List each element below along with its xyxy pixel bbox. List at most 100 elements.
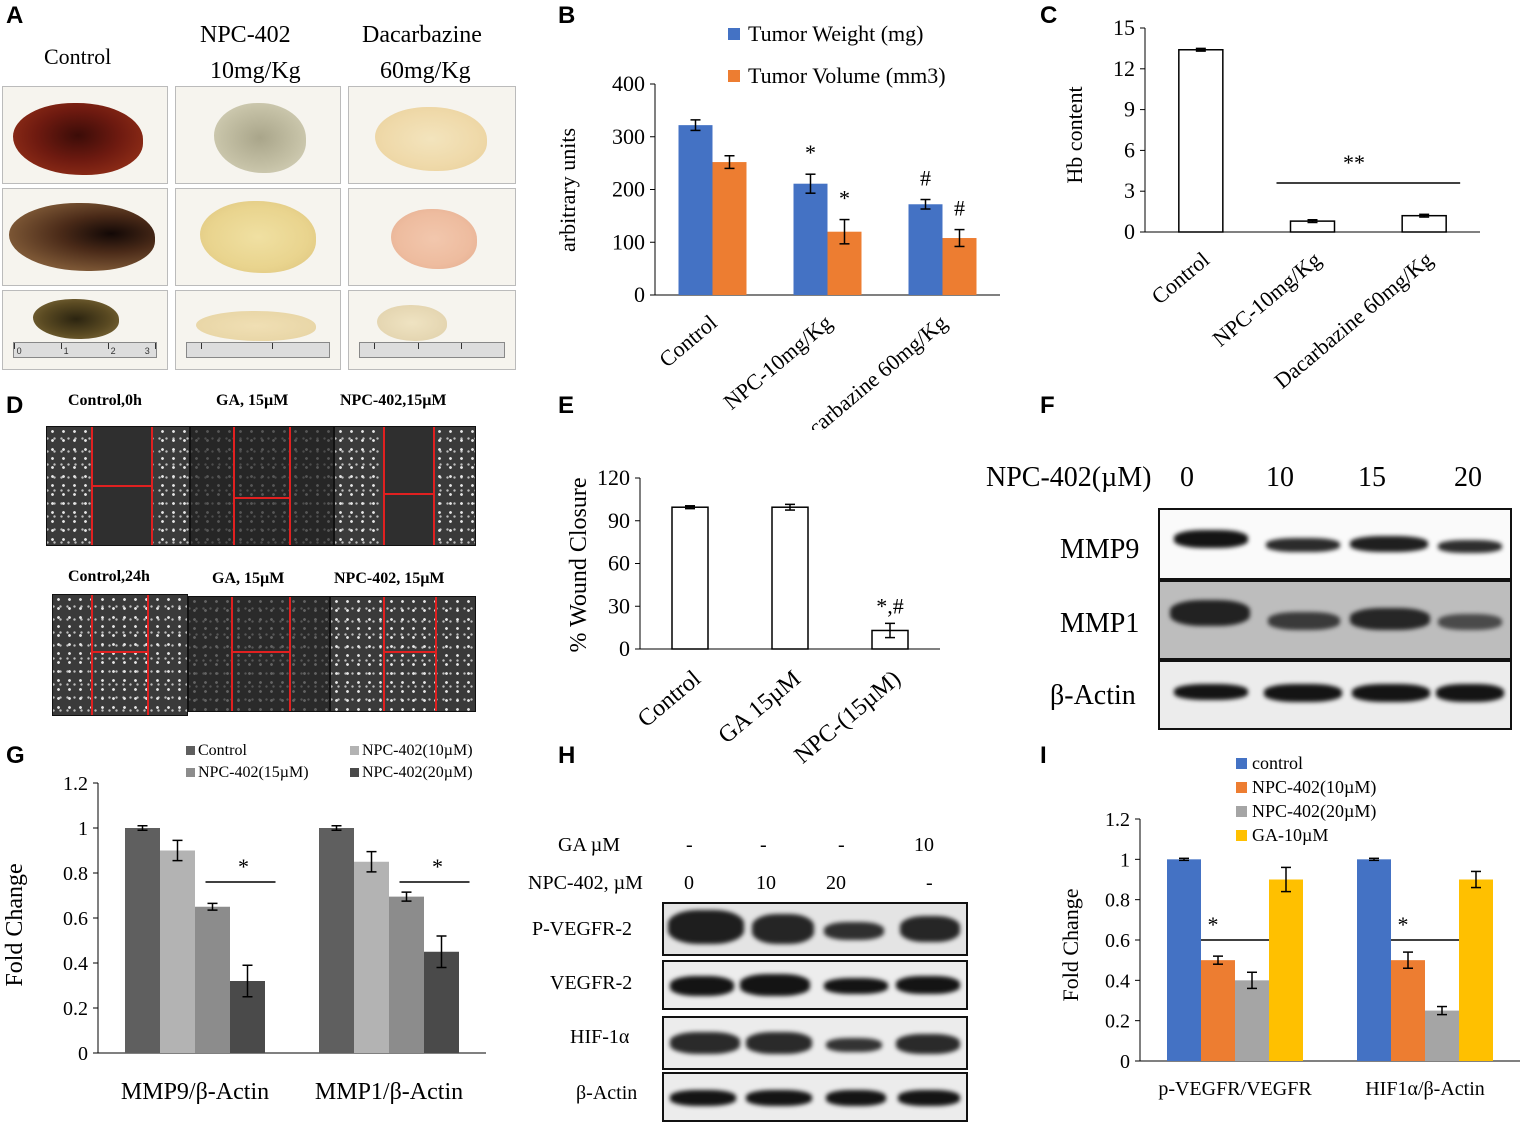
legend-swatch: [1236, 830, 1247, 841]
blot-h-row-vegfr: VEGFR-2: [550, 972, 633, 994]
y-tick-label: 0: [78, 1043, 88, 1065]
x-tick-label: NPC-(15µM): [790, 666, 906, 769]
legend-swatch: [350, 746, 359, 755]
bar: [1357, 859, 1391, 1061]
y-tick-label: 0.8: [63, 863, 88, 885]
legend-label: control: [1252, 753, 1303, 773]
bar: [1391, 960, 1425, 1061]
blot-f-actin: [1158, 660, 1512, 730]
blot-f-header: NPC-402(µM): [986, 462, 1152, 493]
legend-swatch: [350, 768, 359, 777]
significance-marker: *: [839, 186, 850, 211]
legend-swatch: [186, 768, 195, 777]
wound-label-npc-0h: NPC-402,15µM: [340, 392, 447, 409]
blot-h-row-actin: β-Actin: [576, 1082, 638, 1104]
bar: [1459, 879, 1493, 1061]
y-tick-label: 1: [1120, 849, 1130, 871]
panel-letter-b: B: [558, 2, 576, 29]
y-tick-label: 0.2: [63, 998, 88, 1020]
significance-marker: **: [1343, 150, 1365, 175]
blot-f-mmp1: [1158, 580, 1512, 660]
tumor-photo-dacarbazine-2: [348, 188, 516, 286]
ruler-tick-label: 2: [110, 346, 116, 357]
wound-image-npc-24h: [330, 596, 476, 712]
panel-a-col-header-control: Control: [44, 44, 112, 69]
x-tick-label: Control: [1146, 247, 1214, 309]
legend-swatch: [1236, 758, 1247, 769]
ruler: 0 1 2 3: [12, 342, 158, 359]
significance-marker: *: [1398, 912, 1409, 937]
panel-letter-a: A: [6, 2, 24, 29]
blot-f-dose-0: 0: [1180, 462, 1194, 493]
y-tick-label: 30: [608, 593, 630, 618]
panel-letter-f: F: [1040, 392, 1055, 419]
blot-h-row-hif: HIF-1α: [570, 1026, 630, 1048]
ruler-tick-label: 1: [63, 346, 69, 357]
legend-label: NPC-402(15µM): [198, 764, 309, 781]
blot-h-ga-label: GA µM: [558, 834, 621, 856]
blot-f-dose-15: 15: [1358, 462, 1386, 493]
panel-letter-g: G: [6, 742, 25, 769]
y-tick-label: 0: [1120, 1051, 1130, 1073]
legend-swatch: [728, 70, 740, 82]
tumor-photo-npc-2: [175, 188, 341, 286]
y-tick-label: 0.4: [63, 953, 88, 975]
bar: [1178, 49, 1224, 233]
y-tick-label: 1: [78, 818, 88, 840]
bar: [1235, 980, 1269, 1061]
y-axis-label: Hb content: [1062, 86, 1087, 183]
bar: [319, 828, 354, 1053]
panel-letter-i: I: [1040, 742, 1047, 769]
wound-label-npc-24h: NPC-402, 15µM: [334, 570, 445, 587]
blot-h-ga-value: -: [838, 834, 845, 856]
y-tick-label: 0.6: [1105, 930, 1130, 952]
blot-h-actin: [662, 1072, 968, 1122]
x-tick-label: MMP9/β-Actin: [121, 1079, 269, 1105]
bar: [1167, 859, 1201, 1061]
y-tick-label: 300: [612, 124, 645, 149]
bar: [354, 861, 389, 1053]
significance-marker: *: [1208, 912, 1219, 937]
y-tick-label: 100: [612, 229, 645, 254]
panel-letter-e: E: [558, 392, 575, 419]
bar: [424, 951, 459, 1053]
blot-h-hif: [662, 1016, 968, 1070]
y-tick-label: 3: [1124, 178, 1135, 203]
blot-h-npc-label: NPC-402, µM: [528, 872, 643, 894]
significance-marker: *,#: [876, 593, 904, 618]
wound-image-ga-0h: [190, 426, 334, 546]
chart-g: 0 0.2 0.4 0.6 0.8 1 1.2 MMP9/β-Actin * MMP1/β-Act…: [2, 742, 486, 1105]
blot-h-ga-value: -: [686, 834, 693, 856]
bar: [195, 906, 230, 1053]
y-tick-label: 90: [608, 508, 630, 533]
ruler: [185, 342, 331, 359]
x-tick-label: MMP1/β-Actin: [315, 1079, 463, 1105]
y-axis-label: Fold Change: [1058, 888, 1083, 1001]
legend-label: NPC-402(20µM): [362, 764, 473, 781]
tumor-photo-npc-ruler: [175, 290, 341, 370]
y-tick-label: 0: [1124, 219, 1135, 244]
bar: [389, 896, 424, 1053]
wound-label-control-24h: Control,24h: [68, 568, 150, 585]
legend-label: Tumor Weight (mg): [748, 21, 923, 46]
y-axis-label: Fold Change: [2, 863, 28, 986]
bar: [678, 125, 713, 296]
y-tick-label: 12: [1113, 56, 1135, 81]
ruler-tick-label: 3: [144, 346, 150, 357]
legend-label: GA-10µM: [1252, 825, 1328, 845]
bar: [671, 506, 709, 650]
ruler: [358, 342, 506, 359]
chart-i: 0 0.2 0.4 0.6 0.8 1 1.2 p-VEGFR/VEGFR * HIF1α/β-A…: [1058, 753, 1520, 1100]
x-tick-label: Control: [633, 665, 706, 732]
wound-image-npc-0h: [334, 426, 476, 546]
significance-marker: #: [920, 166, 931, 191]
panel-letter-c: C: [1040, 2, 1058, 29]
x-tick-label: NPC-10mg/Kg: [1208, 247, 1326, 352]
blot-h-npc-value: 0: [684, 872, 694, 894]
tumor-photo-npc-1: [175, 86, 341, 184]
y-tick-label: 200: [612, 177, 645, 202]
blot-f-row-actin: β-Actin: [1050, 680, 1136, 711]
panel-a-col-header-dacarbazine: Dacarbazine: [362, 22, 482, 48]
tumor-photo-dacarbazine-ruler: [348, 290, 516, 370]
blot-f-mmp9: [1158, 508, 1512, 580]
